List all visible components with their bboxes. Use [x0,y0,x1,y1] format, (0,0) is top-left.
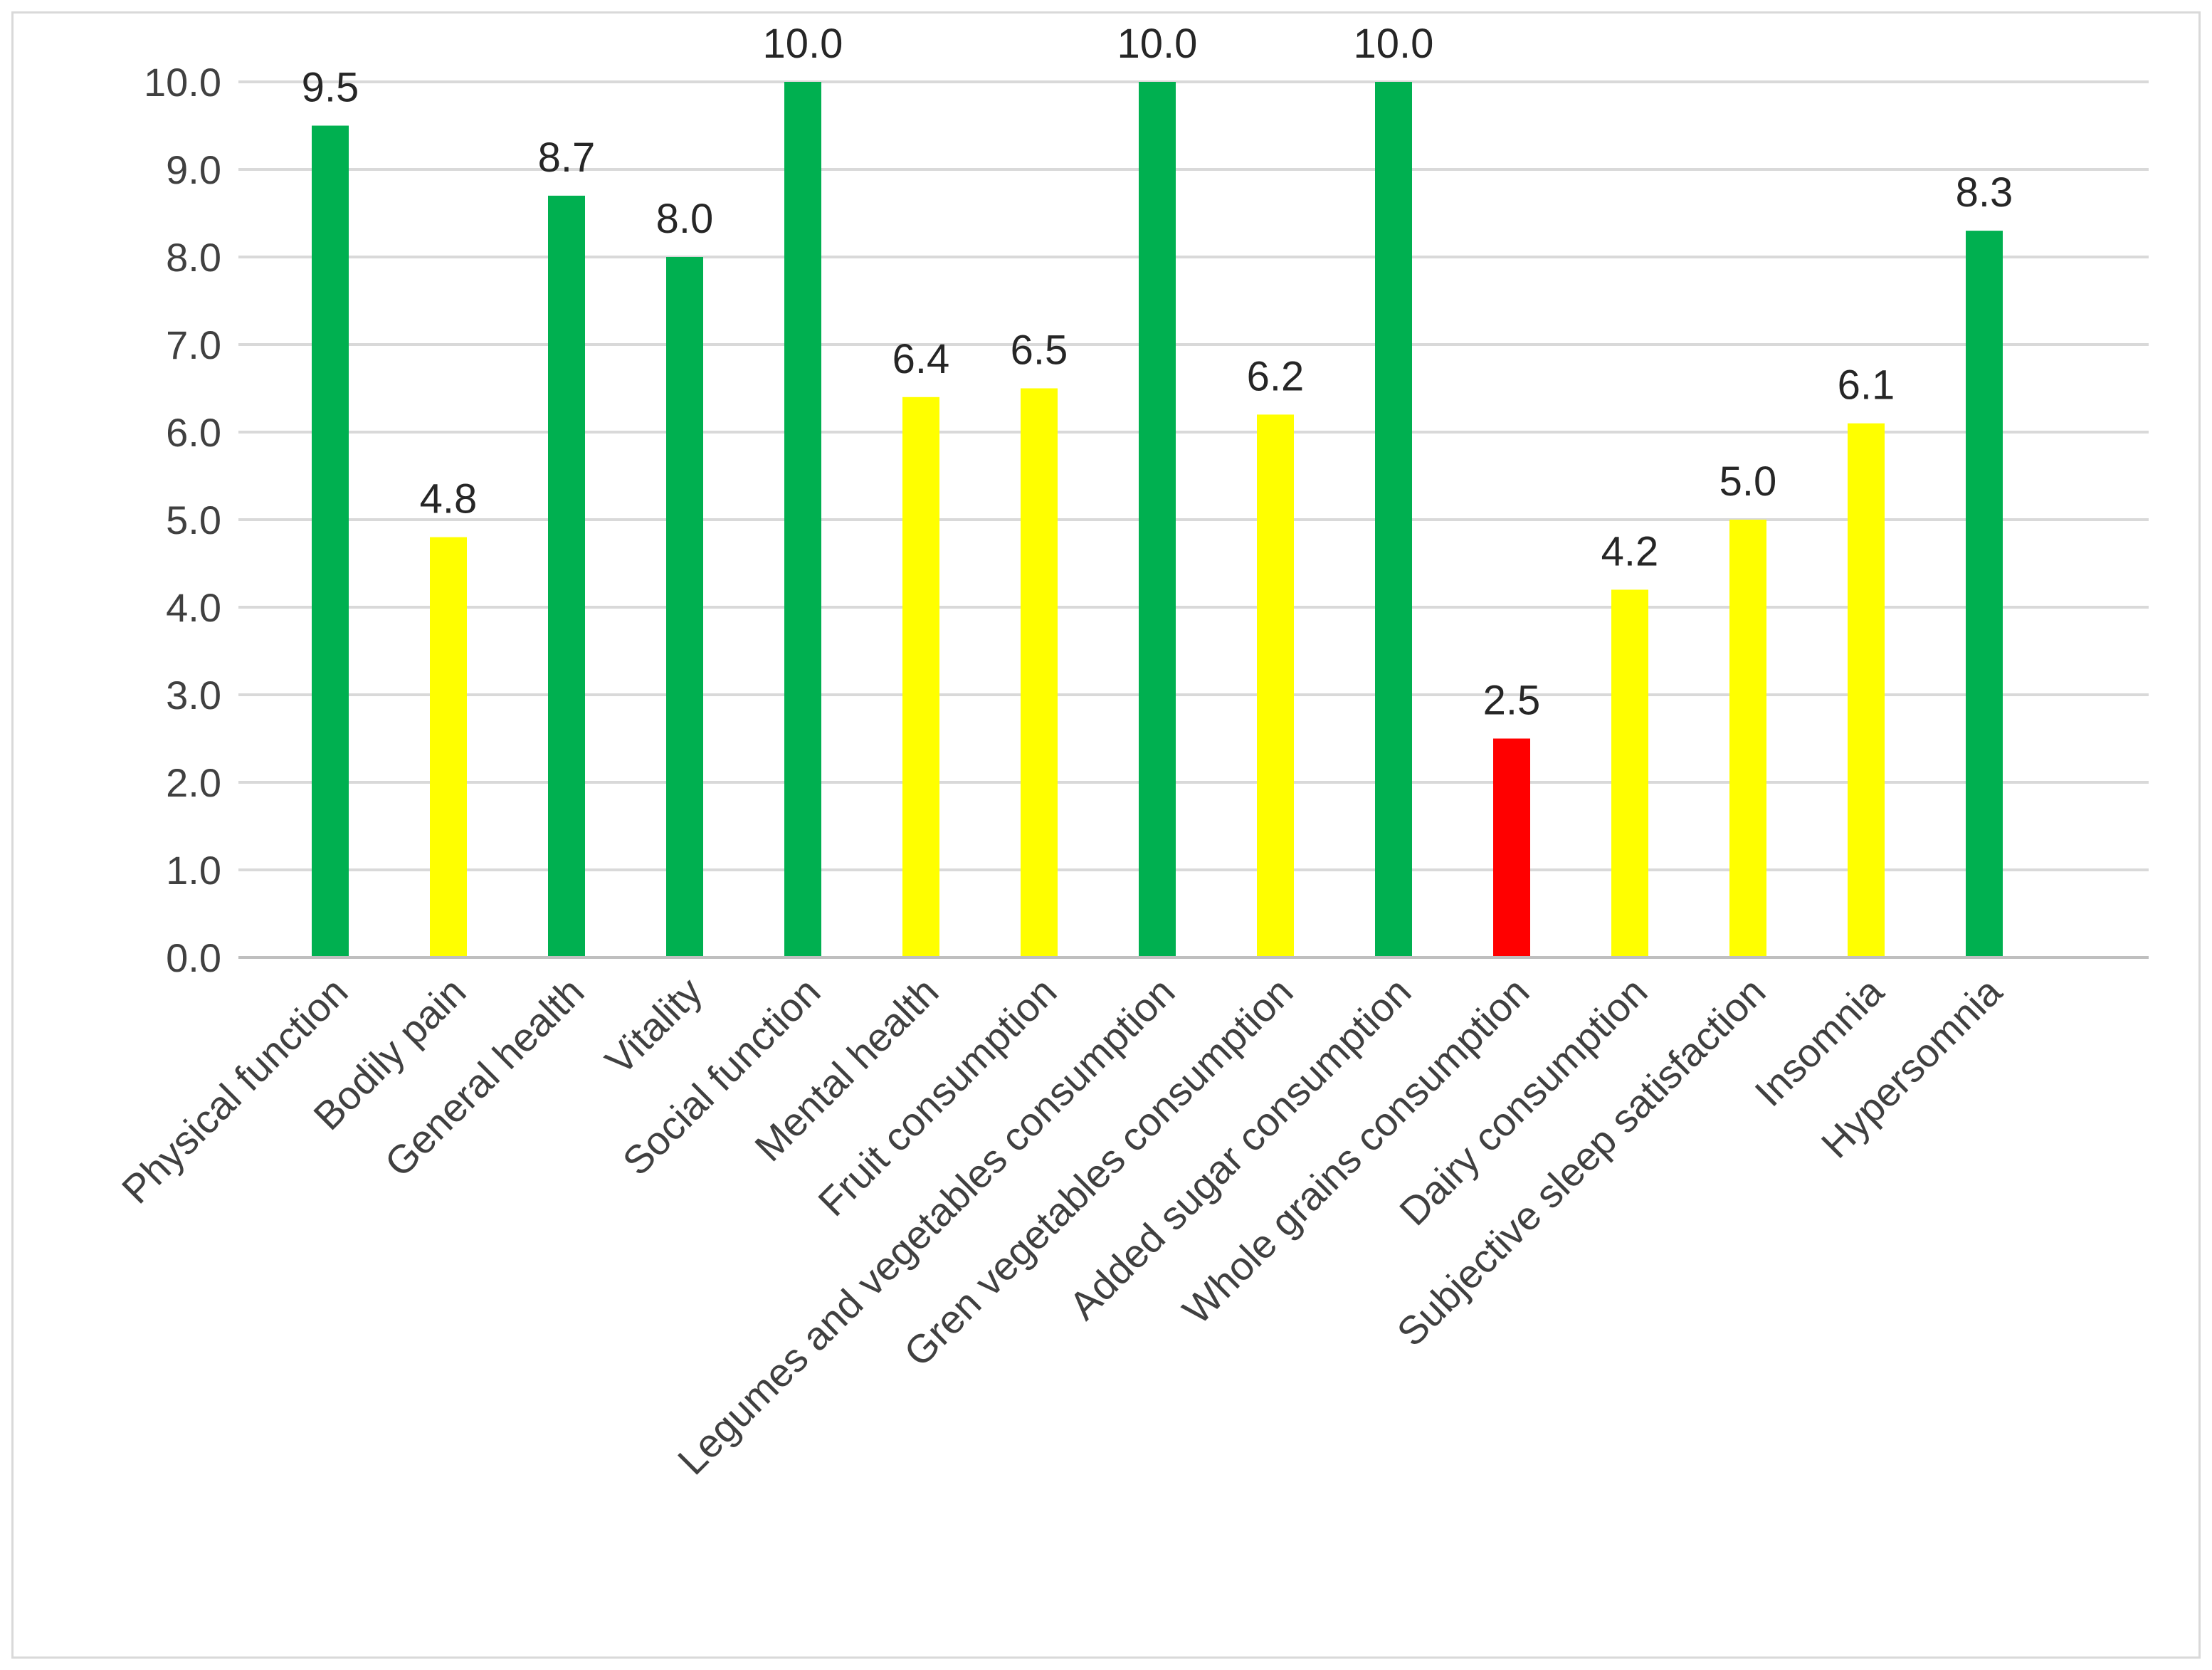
bar [1139,82,1176,957]
data-label: 6.2 [1247,353,1305,399]
bar [1021,388,1058,957]
data-label: 6.5 [1011,327,1068,374]
y-tick-label: 5.0 [166,498,221,542]
bar [312,125,349,957]
bar [1493,738,1530,957]
y-tick-label: 8.0 [166,235,221,280]
y-tick-label: 4.0 [166,585,221,630]
data-labels: 9.5 4.8 8.7 8.0 10.0 6.4 6.5 10.0 6.2 10.0 2.5 4.2 5… [302,21,2013,724]
bar [784,82,821,957]
y-tick-label: 10.0 [144,60,221,105]
bar [1257,414,1294,957]
bar [1375,82,1412,957]
y-axis-ticks: 0.0 1.0 2.0 3.0 4.0 5.0 6.0 7.0 8.0 9.0 10.0 [144,60,221,980]
data-label: 8.0 [656,196,714,242]
bar-chart: 0.0 1.0 2.0 3.0 4.0 5.0 6.0 7.0 8.0 9.0 10.0 9.5 4.… [113,21,2149,1483]
y-tick-label: 7.0 [166,322,221,367]
data-label: 10.0 [763,21,843,67]
data-label: 8.7 [538,135,596,181]
data-label: 4.2 [1601,528,1659,574]
data-label: 8.3 [1956,169,2013,216]
data-label: 4.8 [420,476,478,522]
y-tick-label: 6.0 [166,410,221,455]
chart-frame: 0.0 1.0 2.0 3.0 4.0 5.0 6.0 7.0 8.0 9.0 10.0 9.5 4.… [11,11,2201,1659]
data-label: 9.5 [302,65,359,111]
bar [548,195,585,957]
bar [1966,231,2003,958]
category-label: General health [376,969,592,1185]
data-label: 2.5 [1483,678,1541,724]
y-tick-label: 9.0 [166,147,221,192]
data-label: 6.4 [892,336,950,382]
data-label: 5.0 [1719,458,1777,505]
bar [1611,589,1648,957]
data-label: 10.0 [1117,21,1198,67]
bar [1848,423,1885,957]
y-tick-label: 0.0 [166,935,221,980]
y-tick-label: 3.0 [166,673,221,718]
data-label: 6.1 [1838,362,1895,409]
data-label: 10.0 [1354,21,1434,67]
category-label: Physical function [113,969,357,1212]
y-tick-label: 1.0 [166,848,221,893]
bar [430,537,467,957]
bar [1729,520,1766,957]
y-tick-label: 2.0 [166,760,221,805]
bar [902,397,939,957]
bar [666,257,703,957]
bars [312,82,2003,958]
category-label: Vitality [596,969,710,1083]
